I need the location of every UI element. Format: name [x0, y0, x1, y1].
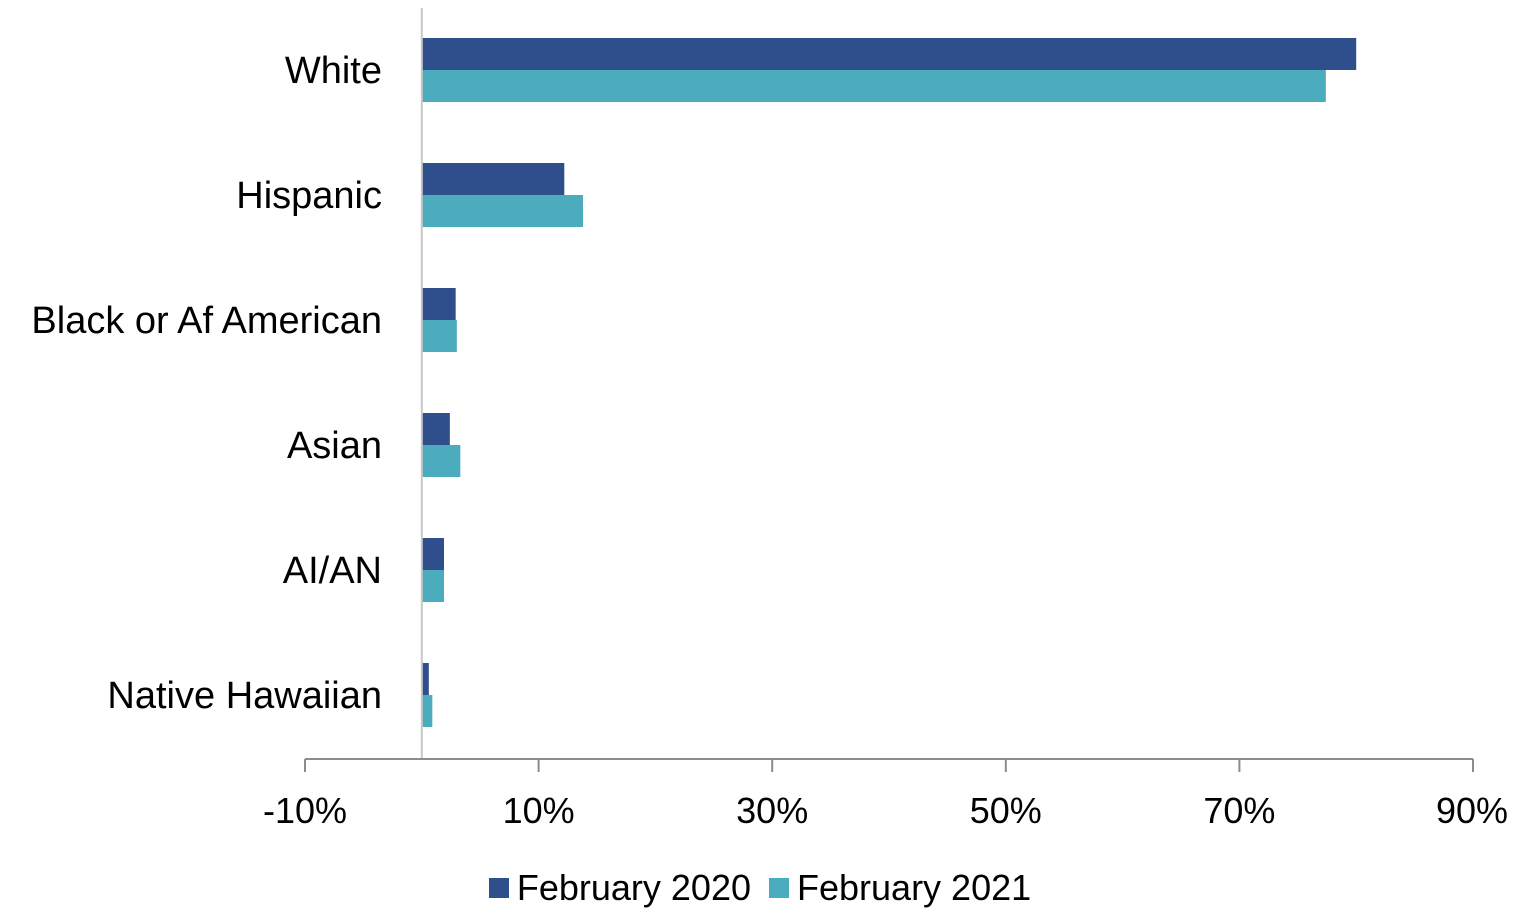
legend-item-2021: February 2021	[769, 867, 1031, 909]
bar-2021-0	[421, 70, 1326, 102]
x-tick-label: 10%	[503, 790, 575, 831]
legend-item-2020: February 2020	[488, 867, 751, 909]
x-tick-label: 50%	[970, 790, 1042, 831]
bar-2021-5	[421, 695, 433, 727]
category-label: Asian	[287, 425, 382, 467]
x-tick-label: -10%	[263, 790, 347, 831]
bars-group	[421, 38, 1357, 727]
bar-2020-2	[421, 288, 456, 320]
bar-2021-1	[421, 195, 583, 227]
category-label: Black or Af American	[31, 300, 382, 342]
bar-2020-3	[421, 413, 450, 445]
legend-label-2021: February 2021	[797, 867, 1032, 908]
x-ticks-group: -10% 10% 30% 50% 70% 90%	[263, 759, 1508, 831]
bar-2020-5	[421, 663, 429, 695]
bar-2020-1	[421, 163, 565, 195]
bar-2020-4	[421, 538, 444, 570]
category-label: AI/AN	[283, 550, 382, 592]
category-label: White	[285, 50, 382, 92]
bar-2021-4	[421, 570, 444, 602]
legend-swatch-2020	[488, 878, 509, 898]
legend-label-2020: February 2020	[516, 867, 751, 908]
x-tick-label: 70%	[1203, 790, 1275, 831]
category-label: Hispanic	[236, 175, 382, 217]
legend: February 2020 February 2021	[0, 866, 1520, 910]
legend-swatch-2021	[769, 878, 789, 898]
x-tick-label: 90%	[1436, 790, 1508, 831]
bar-chart: -10% 10% 30% 50% 70% 90% White Hispanic Black o…	[31, 8, 1508, 831]
bar-2021-3	[421, 445, 461, 477]
bar-2021-2	[421, 320, 457, 352]
category-labels-group: White Hispanic Black or Af American Asian AI…	[31, 50, 382, 717]
category-label: Native Hawaiian	[107, 675, 382, 717]
bar-2020-0	[421, 38, 1357, 70]
x-tick-label: 30%	[736, 790, 808, 831]
